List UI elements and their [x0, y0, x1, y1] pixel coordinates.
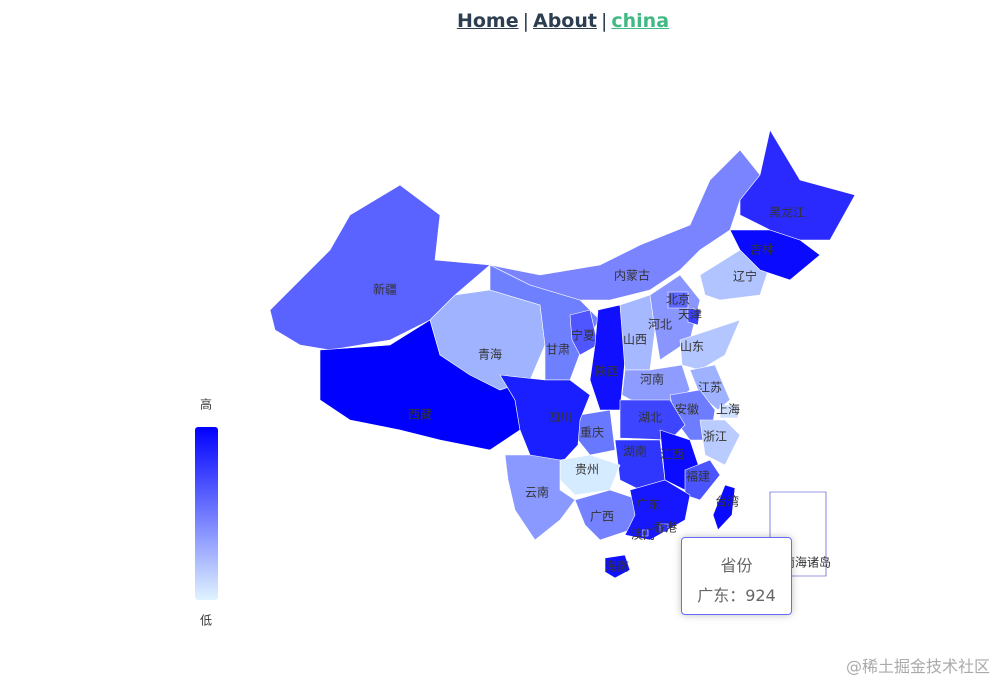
nav-link[interactable]: Home: [456, 10, 519, 32]
province-label: 青海: [478, 347, 502, 362]
province-label: 海南: [605, 559, 629, 574]
province-label: 天津: [678, 308, 702, 322]
province-label: 山东: [680, 340, 704, 354]
province-label: 重庆: [580, 426, 604, 440]
province: [569, 309, 599, 356]
province: [269, 184, 491, 351]
province-label: 甘肃: [546, 343, 570, 357]
province-label: 宁夏: [571, 328, 595, 343]
province-label: 西藏: [408, 408, 432, 422]
province-label: 湖南: [623, 444, 647, 459]
province-label: 香港: [653, 521, 677, 535]
province-label: 吉林: [750, 243, 774, 257]
province: [739, 129, 856, 241]
province-label: 南海诸岛: [783, 555, 831, 570]
province: [619, 294, 656, 371]
province-label: 云南: [525, 485, 549, 500]
province-label: 台湾: [715, 494, 739, 509]
legend-gradient: [195, 427, 218, 600]
tooltip-text: 广东：924: [697, 586, 776, 605]
province: [699, 419, 741, 466]
province-label: 安徽: [675, 402, 699, 417]
province-label: 山西: [623, 333, 647, 347]
province: [499, 374, 591, 471]
province: [429, 289, 546, 391]
nav: Home | About | china: [0, 10, 1008, 32]
province-label: 上海: [716, 402, 740, 417]
province: [684, 459, 721, 501]
watermark: @稀土掘金技术社区: [845, 657, 990, 676]
province-label: 广东: [636, 498, 660, 512]
province-label: 浙江: [703, 430, 727, 444]
tooltip: 省份广东：924: [681, 537, 792, 615]
province: [659, 523, 669, 533]
province: [641, 529, 649, 537]
province-label: 广西: [590, 510, 614, 524]
province-label: 贵州: [575, 463, 599, 477]
separator: |: [522, 10, 529, 32]
legend-low: 低: [200, 614, 212, 628]
province-label: 江苏: [698, 381, 722, 395]
province-label: 湖北: [638, 410, 662, 425]
legend-high: 高: [200, 397, 212, 412]
province-label: 内蒙古: [614, 268, 650, 283]
province: [504, 454, 576, 541]
province-label: 河南: [640, 372, 664, 387]
province-label: 黑龙江: [769, 206, 805, 220]
province-label: 辽宁: [733, 269, 757, 284]
province-label: 陕西: [595, 364, 619, 379]
province-label: 新疆: [373, 282, 397, 297]
province: [604, 554, 631, 579]
province-label: 北京: [666, 293, 690, 307]
province: [687, 307, 701, 326]
separator: |: [600, 10, 608, 32]
nav-link[interactable]: china: [611, 10, 670, 32]
province-label: 河北: [648, 318, 672, 332]
province-label: 福建: [686, 469, 710, 484]
nav-link[interactable]: About: [533, 10, 597, 32]
province-label: 四川: [548, 411, 572, 425]
province-label: 江西: [660, 448, 684, 462]
province: [619, 399, 686, 441]
province: [719, 404, 739, 419]
province-label: 澳门: [631, 527, 655, 542]
province: [712, 484, 736, 531]
tooltip-title: 省份: [720, 556, 753, 575]
